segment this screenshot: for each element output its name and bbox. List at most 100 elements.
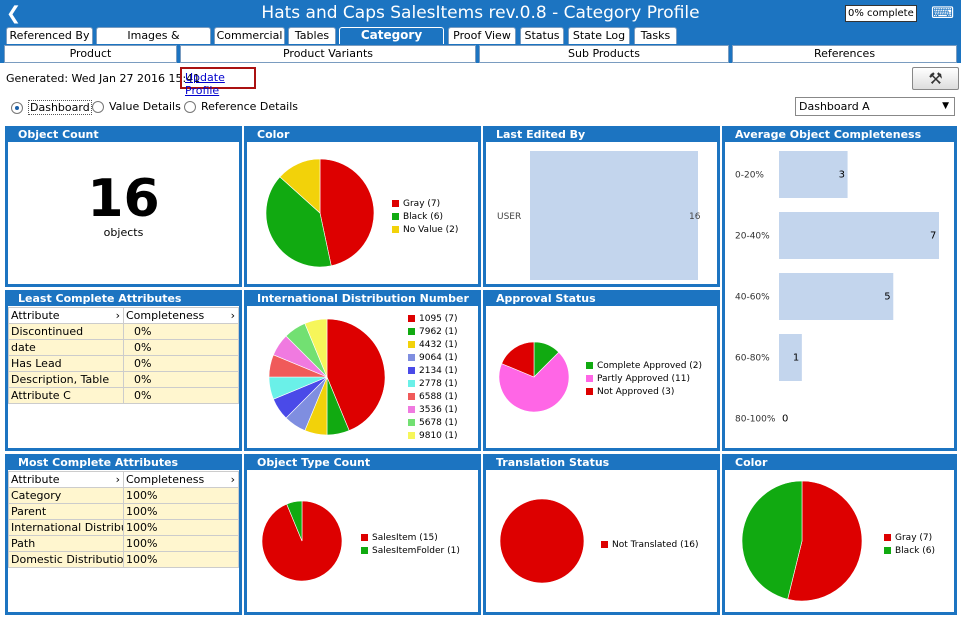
- dashboard-select[interactable]: Dashboard A ▼: [795, 97, 955, 116]
- header-attribute[interactable]: Attribute ›: [8, 471, 124, 488]
- window-title: Hats and Caps SalesItems rev.0.8 - Categ…: [261, 3, 700, 23]
- legend-swatch: [408, 315, 415, 322]
- legend-label: Gray (7): [895, 532, 933, 543]
- panel-title: Object Count: [8, 129, 239, 142]
- legend-swatch: [586, 375, 593, 382]
- legend-item: Black (6): [392, 210, 458, 223]
- legend-item: Not Translated (16): [601, 538, 699, 551]
- radio-dot-icon[interactable]: [11, 101, 23, 114]
- tab-referenced-by[interactable]: Referenced By: [6, 27, 93, 44]
- panel-title: International Distribution Number: [247, 293, 478, 306]
- radio-dot-icon[interactable]: [92, 100, 104, 113]
- legend-swatch: [586, 362, 593, 369]
- table-row[interactable]: Has Lead 0%: [8, 355, 239, 372]
- pie-color-2: [741, 480, 863, 602]
- least-complete-table: Attribute › Completeness › Discontinued 0% …: [8, 307, 239, 404]
- header-completeness[interactable]: Completeness ›: [123, 307, 239, 324]
- tools-icon: ⚒: [928, 69, 943, 88]
- pie-slice: [499, 498, 585, 584]
- table-header-row: Attribute › Completeness ›: [8, 471, 239, 488]
- panel-translation: Translation Status Not Translated (16): [483, 454, 720, 615]
- table-row[interactable]: Path 100%: [8, 535, 239, 552]
- tab-commercial[interactable]: Commercial: [214, 27, 285, 44]
- radio-reference-details[interactable]: Reference Details: [184, 100, 298, 113]
- radio-dashboard[interactable]: Dashboard: [11, 100, 92, 115]
- chevron-down-icon: ▼: [942, 101, 949, 111]
- legend-swatch: [408, 341, 415, 348]
- header-attribute[interactable]: Attribute ›: [8, 307, 124, 324]
- table-row[interactable]: Category 100%: [8, 487, 239, 504]
- pie-slice: [501, 341, 535, 378]
- panel-title: Color: [725, 457, 954, 470]
- dashboard-select-value: Dashboard A: [799, 100, 870, 113]
- legend-label: 2134 (1): [419, 365, 458, 376]
- tools-button[interactable]: ⚒: [912, 67, 959, 90]
- plug-icon[interactable]: ⌨: [931, 3, 955, 22]
- legend-item: 9064 (1): [408, 351, 458, 364]
- tab-images-documents[interactable]: Images & Documents: [96, 27, 211, 57]
- pie-approval: [498, 341, 570, 413]
- table-row[interactable]: Domestic Distribution...100%: [8, 551, 239, 568]
- table-row[interactable]: Attribute C 0%: [8, 387, 239, 404]
- bar-label-user: USER: [497, 212, 521, 222]
- subtab-product-variants[interactable]: Product Variants: [180, 45, 476, 63]
- legend-label: Partly Approved (11): [597, 373, 690, 384]
- bar-value-label: 1: [793, 353, 799, 364]
- bar-value-label: 5: [884, 292, 890, 303]
- tab-tables[interactable]: Tables: [288, 27, 336, 44]
- legend-item: 4432 (1): [408, 338, 458, 351]
- table-row[interactable]: International Distribu...100%: [8, 519, 239, 536]
- radio-dot-icon[interactable]: [184, 100, 196, 113]
- table-row[interactable]: Discontinued 0%: [8, 323, 239, 340]
- tab-category-profile[interactable]: Category Profile: [339, 27, 444, 57]
- legend-item: No Value (2): [392, 223, 458, 236]
- legend-label: Gray (7): [403, 198, 441, 209]
- subtab-product[interactable]: Product: [4, 45, 177, 63]
- bar-category-label: 20-40%: [735, 232, 770, 242]
- panel-last-edited: Last Edited By USER 16: [483, 126, 720, 287]
- legend-swatch: [361, 534, 368, 541]
- legend-label: 5678 (1): [419, 417, 458, 428]
- pie-slice: [265, 176, 332, 268]
- legend-label: 6588 (1): [419, 391, 458, 402]
- pie-slice: [498, 351, 570, 413]
- pie-translation: [499, 498, 585, 584]
- legend-label: 9810 (1): [419, 430, 458, 441]
- legend-swatch: [586, 388, 593, 395]
- legend-item: Gray (7): [392, 197, 458, 210]
- legend-swatch: [601, 541, 608, 548]
- legend-swatch: [392, 200, 399, 207]
- table-row[interactable]: Parent 100%: [8, 503, 239, 520]
- update-profile-link[interactable]: Update Profile: [185, 71, 225, 97]
- legend-item: 9810 (1): [408, 429, 458, 442]
- panel-title: Most Complete Attributes: [8, 457, 239, 470]
- radio-label: Reference Details: [201, 100, 299, 113]
- legend-label: SalesItem (15): [372, 532, 438, 543]
- panel-color: Color Gray (7) Black (6) No Value (2): [244, 126, 481, 287]
- legend-item: 1095 (7): [408, 312, 458, 325]
- back-icon[interactable]: ❮: [6, 3, 22, 24]
- table-row[interactable]: date 0%: [8, 339, 239, 356]
- panel-title: Approval Status: [486, 293, 717, 306]
- bar-category-label: 40-60%: [735, 293, 770, 303]
- radio-label: Value Details: [109, 100, 181, 113]
- tab-tasks[interactable]: Tasks: [634, 27, 677, 44]
- legend-object-type: SalesItem (15) SalesItemFolder (1): [361, 531, 460, 557]
- pie-slice: [787, 480, 863, 602]
- legend-label: No Value (2): [403, 224, 459, 235]
- tab-state-log[interactable]: State Log: [568, 27, 630, 44]
- tab-status[interactable]: Status: [520, 27, 564, 44]
- tab-proof-view[interactable]: Proof View: [448, 27, 516, 44]
- radio-label: Dashboard: [28, 100, 92, 115]
- update-profile-box: Update Profile: [180, 67, 256, 97]
- subtab-sub-products[interactable]: Sub Products: [479, 45, 729, 63]
- subtab-references[interactable]: References: [732, 45, 957, 63]
- pie-object-type: [261, 500, 343, 582]
- legend-item: 6588 (1): [408, 390, 458, 403]
- panel-object-count: Object Count 16 objects: [5, 126, 242, 287]
- table-row[interactable]: Description, Table 0%: [8, 371, 239, 388]
- header-completeness[interactable]: Completeness ›: [123, 471, 239, 488]
- radio-value-details[interactable]: Value Details: [92, 100, 181, 113]
- bar-avg-completeness: 0-20% 3 20-40% 7 40-60% 5 60-80% 1 80-100% 0: [735, 151, 939, 425]
- legend-item: Complete Approved (2): [586, 359, 702, 372]
